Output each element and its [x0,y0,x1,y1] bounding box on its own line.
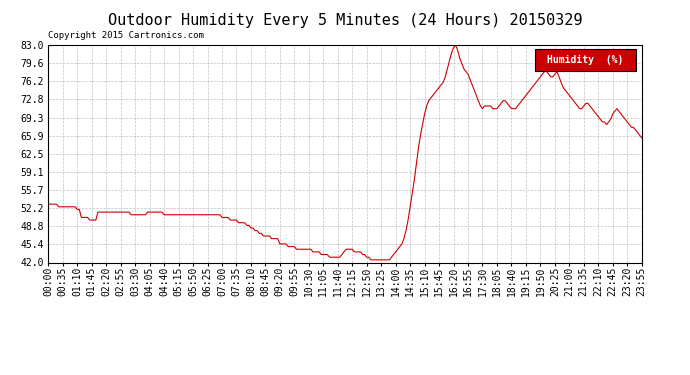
Text: Humidity  (%): Humidity (%) [547,55,624,65]
Text: Copyright 2015 Cartronics.com: Copyright 2015 Cartronics.com [48,31,204,40]
Text: Outdoor Humidity Every 5 Minutes (24 Hours) 20150329: Outdoor Humidity Every 5 Minutes (24 Hou… [108,13,582,28]
FancyBboxPatch shape [535,50,635,71]
